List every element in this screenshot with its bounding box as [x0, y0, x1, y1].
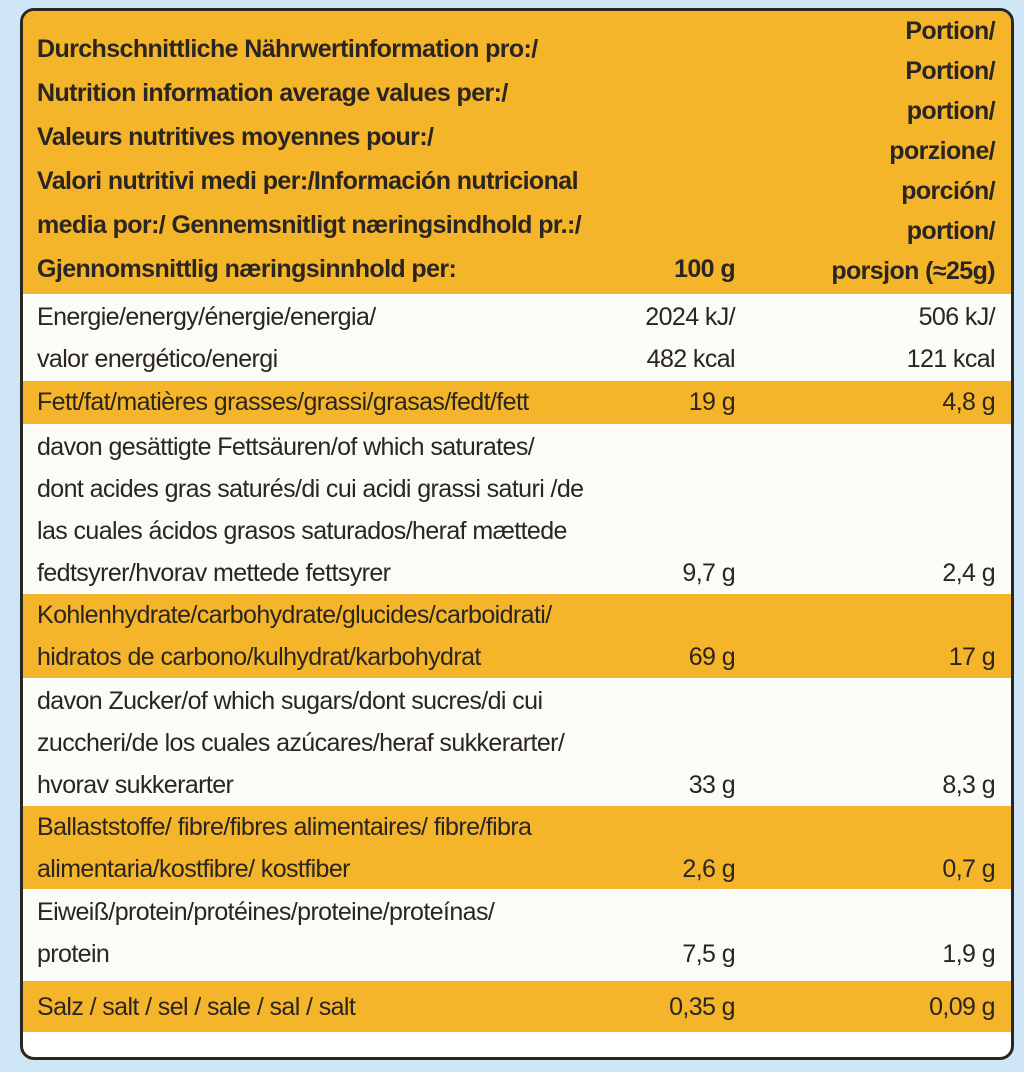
text-line: 482 kcal	[646, 345, 736, 373]
cell-portion: 0,09 g	[735, 981, 996, 1032]
text-line: 17 g	[948, 643, 996, 671]
text-line: protein	[37, 940, 110, 968]
cell-per100: 7,5 g	[627, 891, 735, 979]
header-per100: 100 g	[627, 11, 736, 295]
text-line: 2,6 g	[682, 855, 735, 883]
text-line: portion/	[906, 97, 996, 125]
text-line: las cuales ácidos grasos saturados/heraf…	[37, 517, 567, 545]
cell-portion: 1,9 g	[735, 891, 995, 979]
cell-portion: 506 kJ/121 kcal	[735, 296, 996, 384]
nutrient-row: Salz / salt / sel / sale / sal / salt 0,3…	[23, 981, 1011, 1032]
text-line: Durchschnittliche Nährwertinformation pr…	[37, 35, 538, 63]
text-line: fedtsyrer/hvorav mettede fettsyrer	[37, 559, 391, 587]
text-line: 9,7 g	[682, 559, 735, 587]
cell-portion: 17 g	[735, 594, 996, 682]
text-line: hidratos de carbono/kulhydrat/karbohydra…	[37, 643, 481, 671]
text-line: Valeurs nutritives moyennes pour:/	[37, 123, 434, 151]
nutrient-row: Kohlenhydrate/carbohydrate/glucides/carb…	[23, 594, 1011, 678]
nutrition-table: Durchschnittliche Nährwertinformation pr…	[20, 8, 1014, 1060]
text-line: Portion/	[905, 57, 995, 85]
cell-per100: 0,35 g	[627, 981, 736, 1032]
text-line: 2,4 g	[942, 559, 995, 587]
text-line: 100 g	[674, 255, 736, 283]
text-line: davon Zucker/of which sugars/dont sucres…	[37, 687, 543, 715]
text-line: Energie/energy/énergie/energia/	[37, 303, 376, 331]
text-line: porzione/	[889, 137, 995, 165]
text-line: 4,8 g	[942, 388, 995, 416]
text-line: Kohlenhydrate/carbohydrate/glucides/carb…	[37, 601, 552, 629]
nutrient-row: Ballaststoffe/ fibre/fibres alimentaires…	[23, 806, 1011, 889]
text-line: Nutrition information average values per…	[37, 79, 508, 107]
nutrient-row: Fett/fat/matières grasses/grassi/grasas/…	[23, 381, 1011, 424]
text-line: hvorav sukkerarter	[37, 771, 234, 799]
nutrient-row: davon Zucker/of which sugars/dont sucres…	[23, 680, 1011, 804]
text-line: Gjennomsnittlig næringsinnhold per:	[37, 255, 457, 283]
cell-label: Salz / salt / sel / sale / sal / salt	[37, 981, 627, 1032]
text-line: Portion/	[905, 17, 995, 45]
text-line: valor energético/energi	[37, 345, 278, 373]
nutrient-row: davon gesättigte Fettsäuren/of which sat…	[23, 426, 1011, 592]
text-line: davon gesättigte Fettsäuren/of which sat…	[37, 433, 535, 461]
header-portion: Portion/Portion/portion/porzione/porción…	[735, 11, 995, 295]
text-line: 8,3 g	[942, 771, 995, 799]
cell-portion: 0,7 g	[735, 806, 995, 894]
text-line: porción/	[901, 177, 995, 205]
header-row: Durchschnittliche Nährwertinformation pr…	[23, 11, 1011, 294]
cell-label: davon gesättigte Fettsäuren/of which sat…	[37, 426, 627, 598]
cell-portion: 4,8 g	[735, 381, 995, 427]
text-line: 33 g	[688, 771, 736, 799]
cell-label: Kohlenhydrate/carbohydrate/glucides/carb…	[37, 594, 627, 682]
cell-per100: 33 g	[627, 680, 736, 810]
text-line: Eiweiß/protein/protéines/proteine/proteí…	[37, 898, 495, 926]
nutrient-row: Energie/energy/énergie/energia/valor ene…	[23, 296, 1011, 379]
text-line: 7,5 g	[682, 940, 735, 968]
cell-label: Ballaststoffe/ fibre/fibres alimentaires…	[37, 806, 627, 894]
text-line: 19 g	[688, 388, 736, 416]
text-line: 69 g	[688, 643, 736, 671]
text-line: porsjon (≈25g)	[831, 257, 995, 285]
nutrient-row: Eiweiß/protein/protéines/proteine/proteí…	[23, 891, 1011, 979]
text-line: Salz / salt / sel / sale / sal / salt	[37, 993, 356, 1021]
header-label: Durchschnittliche Nährwertinformation pr…	[37, 11, 627, 295]
cell-portion: 8,3 g	[735, 680, 995, 810]
text-line: portion/	[906, 217, 996, 245]
cell-label: Fett/fat/matières grasses/grassi/grasas/…	[37, 381, 627, 427]
cell-portion: 2,4 g	[735, 426, 995, 598]
text-line: 0,7 g	[942, 855, 995, 883]
text-line: 1,9 g	[942, 940, 995, 968]
text-line: 506 kJ/	[918, 303, 996, 331]
text-line: media por:/ Gennemsnitligt næringsindhol…	[37, 211, 582, 239]
text-line: 0,09 g	[929, 993, 996, 1021]
text-line: zuccheri/de los cuales azúcares/heraf su…	[37, 729, 565, 757]
text-line: Ballaststoffe/ fibre/fibres alimentaires…	[37, 813, 532, 841]
text-line: Fett/fat/matières grasses/grassi/grasas/…	[37, 388, 529, 416]
text-line: 121 kcal	[906, 345, 996, 373]
text-line: 2024 kJ/	[645, 303, 735, 331]
text-line: Valori nutritivi medi per:/Información n…	[37, 167, 579, 195]
cell-label: Energie/energy/énergie/energia/valor ene…	[37, 296, 627, 384]
cell-per100: 9,7 g	[627, 426, 735, 598]
cell-per100: 2,6 g	[627, 806, 735, 894]
cell-per100: 2024 kJ/482 kcal	[627, 296, 735, 384]
cell-per100: 19 g	[627, 381, 736, 427]
text-line: alimentaria/kostfibre/ kostfiber	[37, 855, 350, 883]
text-line: 0,35 g	[669, 993, 736, 1021]
cell-per100: 69 g	[627, 594, 736, 682]
text-line: dont acides gras saturés/di cui acidi gr…	[37, 475, 584, 503]
cell-label: davon Zucker/of which sugars/dont sucres…	[37, 680, 627, 810]
cell-label: Eiweiß/protein/protéines/proteine/proteí…	[37, 891, 627, 979]
